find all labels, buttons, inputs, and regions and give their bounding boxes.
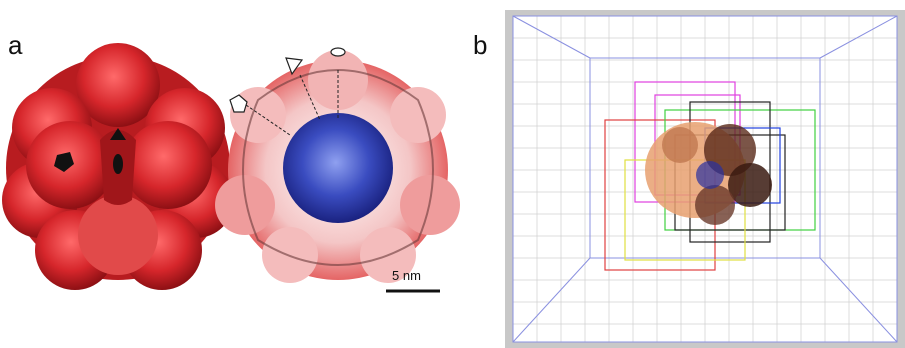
pentagon-symmetry-icon	[54, 152, 74, 172]
panel-a-figure	[2, 43, 460, 293]
ellipse-symmetry-icon	[113, 154, 123, 174]
panel-label-a: a	[8, 30, 23, 60]
triangle-symmetry-icon	[110, 128, 126, 140]
inner-core	[283, 113, 393, 223]
panel-label-b: b	[473, 30, 488, 60]
panel-b-figure	[505, 10, 905, 348]
protein-density	[645, 122, 772, 225]
outer-cube	[512, 15, 898, 343]
pentagon-symmetry-icon	[229, 94, 248, 113]
shell-cutaway-view	[215, 47, 460, 283]
ellipse-symmetry-icon	[330, 47, 346, 57]
scale-bar-label: 5 nm	[392, 268, 421, 283]
triangle-symmetry-icon	[285, 57, 304, 76]
shell-subunit	[76, 43, 160, 127]
shell-exterior-view	[2, 43, 234, 290]
